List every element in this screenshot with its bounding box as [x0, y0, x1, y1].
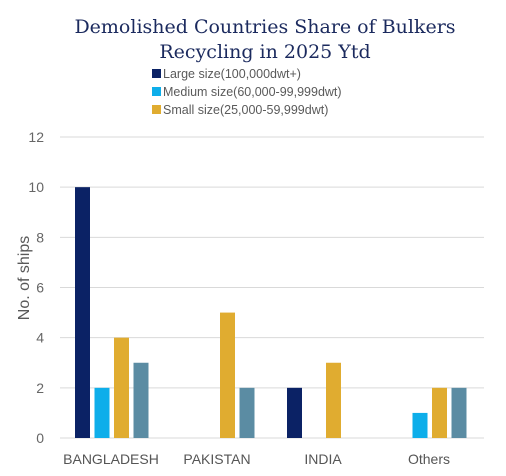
bar-3-1 — [412, 412, 428, 438]
y-tick-label-6: 6 — [36, 280, 44, 296]
x-category-label-2: INDIA — [304, 451, 342, 467]
chart-title-line-2: Recycling in 2025 Ytd — [159, 41, 370, 63]
bars — [75, 187, 467, 438]
bar-2-0 — [287, 387, 302, 438]
x-category-label-3: Others — [408, 451, 450, 467]
bar-0-2 — [114, 337, 129, 438]
y-tick-label-0: 0 — [36, 430, 44, 446]
y-tick-label-2: 2 — [36, 380, 44, 396]
legend-swatch-1 — [152, 87, 161, 96]
y-tick-label-8: 8 — [36, 229, 44, 245]
legend-swatch-2 — [152, 105, 161, 114]
gridlines — [60, 136, 484, 439]
legend-label-2: Small size(25,000-59,999dwt) — [163, 103, 328, 117]
bar-0-3 — [133, 362, 149, 438]
bar-3-3 — [451, 387, 467, 438]
y-tick-label-10: 10 — [28, 179, 44, 195]
y-tick-label-4: 4 — [36, 330, 44, 346]
chart-legend: Large size(100,000dwt+) Medium size(60,00… — [152, 67, 342, 117]
y-tick-label-12: 12 — [28, 129, 44, 145]
y-axis-ticks: 0 2 4 6 8 10 12 — [28, 129, 44, 446]
y-axis-title: No. of ships — [16, 236, 33, 320]
bar-2-2 — [326, 362, 341, 438]
bar-0-1 — [94, 387, 110, 438]
legend-label-1: Medium size(60,000-99,999dwt) — [163, 85, 342, 99]
legend-swatch-0 — [152, 69, 161, 78]
x-category-label-0: BANGLADESH — [63, 451, 159, 467]
bar-1-2 — [220, 312, 235, 438]
bar-3-2 — [432, 387, 447, 438]
legend-label-0: Large size(100,000dwt+) — [163, 67, 301, 81]
x-category-label-1: PAKISTAN — [183, 451, 250, 467]
x-axis-categories: BANGLADESH PAKISTAN INDIA Others — [63, 451, 450, 467]
chart-title-line-1: Demolished Countries Share of Bulkers — [74, 16, 455, 38]
bar-1-3 — [239, 387, 255, 438]
bar-0-0 — [75, 187, 90, 438]
